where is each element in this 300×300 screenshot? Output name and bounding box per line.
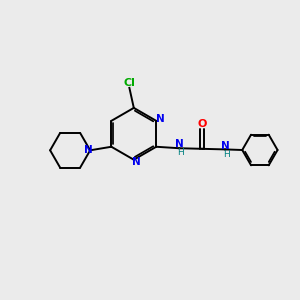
Text: N: N — [221, 141, 230, 151]
Text: H: H — [223, 150, 230, 159]
Text: H: H — [177, 148, 184, 158]
Text: O: O — [197, 119, 207, 129]
Text: N: N — [84, 145, 93, 155]
Text: N: N — [132, 157, 140, 167]
Text: N: N — [175, 140, 184, 149]
Text: N: N — [156, 114, 164, 124]
Text: Cl: Cl — [124, 79, 135, 88]
